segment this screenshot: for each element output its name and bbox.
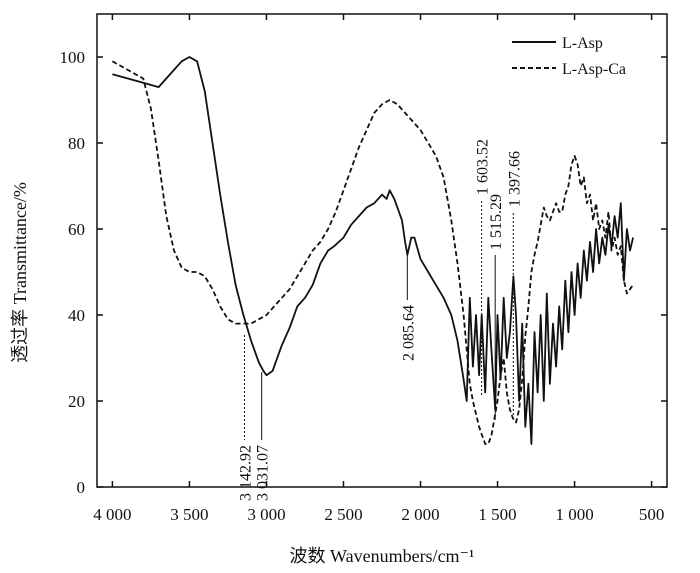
series-line-2 bbox=[111, 60, 634, 445]
peak-annotation-label: 1 603.52 bbox=[475, 139, 492, 195]
x-tick-label: 3 500 bbox=[170, 505, 208, 524]
y-tick-label: 0 bbox=[77, 478, 86, 497]
x-tick-label: 4 000 bbox=[93, 505, 131, 524]
y-tick-label: 80 bbox=[68, 134, 85, 153]
legend: L-Asp L-Asp-Ca bbox=[512, 35, 626, 78]
peak-annotation-label: 3 142.92 bbox=[237, 445, 254, 501]
peak-annotation-label: 1 515.29 bbox=[488, 194, 505, 250]
x-tick-label: 1 000 bbox=[555, 505, 593, 524]
y-tick-label: 40 bbox=[68, 306, 85, 325]
peak-annotation-label: 3 031.07 bbox=[255, 445, 272, 501]
x-axis-title: 波数 Wavenumbers/cm⁻¹ bbox=[290, 546, 475, 566]
peak-annotation-label: 1 397.66 bbox=[506, 151, 523, 207]
series-line-1 bbox=[112, 56, 634, 445]
y-axis-title: 透过率 Transmittance/% bbox=[10, 182, 30, 363]
y-tick-label: 100 bbox=[60, 48, 86, 67]
x-tick-label: 500 bbox=[639, 505, 665, 524]
x-tick-label: 2 000 bbox=[401, 505, 439, 524]
x-tick-label: 3 000 bbox=[247, 505, 285, 524]
peak-annotation-label: 2 085.64 bbox=[400, 305, 417, 361]
legend-label: L-Asp-Ca bbox=[562, 61, 626, 78]
x-tick-label: 1 500 bbox=[478, 505, 516, 524]
plot-frame bbox=[96, 13, 668, 488]
y-tick-label: 60 bbox=[68, 220, 85, 239]
y-tick-label: 20 bbox=[68, 392, 85, 411]
legend-label: L-Asp bbox=[562, 35, 603, 52]
x-tick-label: 2 500 bbox=[324, 505, 362, 524]
